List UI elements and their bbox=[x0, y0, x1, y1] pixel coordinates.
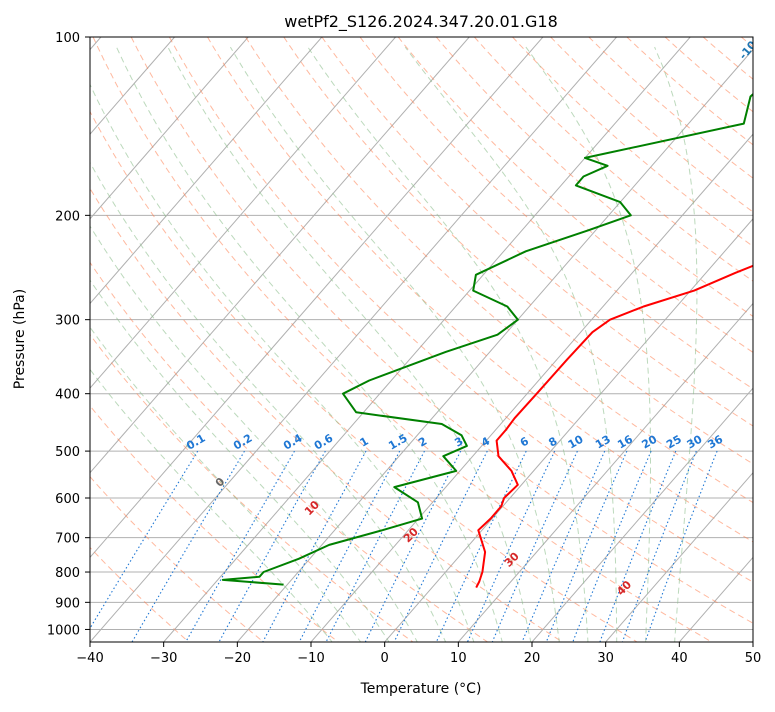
y-tick-label: 100 bbox=[55, 31, 80, 46]
y-tick-label: 400 bbox=[55, 388, 80, 403]
y-tick-label: 300 bbox=[55, 314, 80, 329]
x-tick-label: 20 bbox=[524, 651, 541, 666]
y-tick-label: 900 bbox=[55, 596, 80, 611]
x-tick-label: −30 bbox=[150, 651, 177, 666]
y-tick-label: 700 bbox=[55, 532, 80, 547]
y-tick-label: 200 bbox=[55, 209, 80, 224]
x-tick-label: −20 bbox=[224, 651, 251, 666]
y-tick-label: 500 bbox=[55, 445, 80, 460]
chart-title: wetPf2_S126.2024.347.20.01.G18 bbox=[284, 12, 558, 32]
x-tick-label: −40 bbox=[76, 651, 103, 666]
y-axis-label: Pressure (hPa) bbox=[12, 289, 28, 389]
x-tick-label: 10 bbox=[450, 651, 467, 666]
x-tick-label: 30 bbox=[597, 651, 614, 666]
y-tick-label: 600 bbox=[55, 492, 80, 507]
x-tick-label: 0 bbox=[381, 651, 389, 666]
y-tick-label: 800 bbox=[55, 566, 80, 581]
x-tick-label: 40 bbox=[671, 651, 688, 666]
x-axis-label: Temperature (°C) bbox=[360, 681, 482, 697]
y-tick-label: 1000 bbox=[47, 623, 80, 638]
x-tick-label: 50 bbox=[745, 651, 762, 666]
x-tick-label: −10 bbox=[297, 651, 324, 666]
